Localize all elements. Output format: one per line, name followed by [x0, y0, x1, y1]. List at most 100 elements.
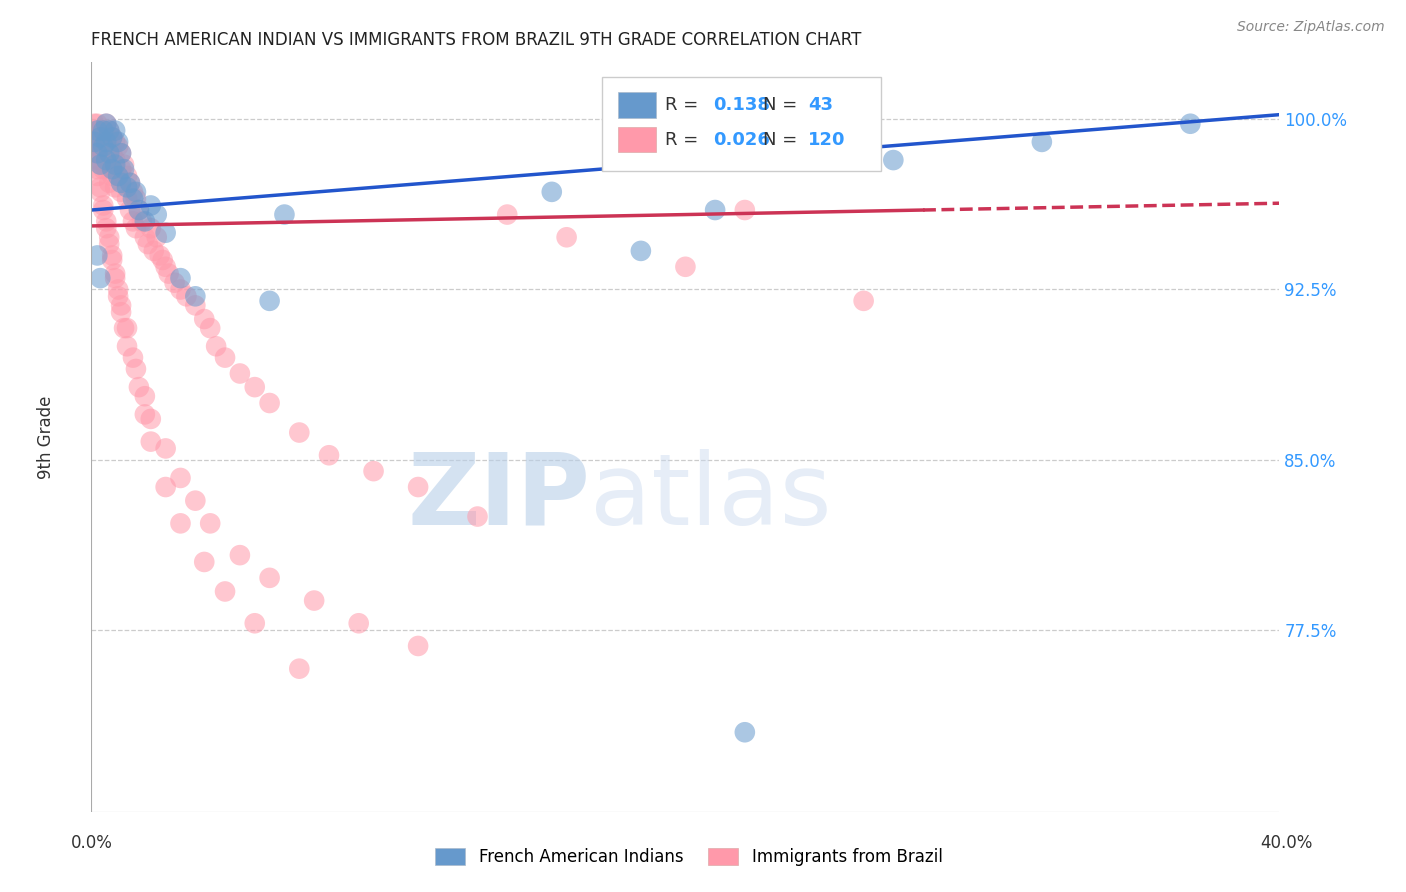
- Point: [302, 593, 325, 607]
- Point: [86, 146, 108, 161]
- Point: [101, 252, 124, 267]
- Point: [273, 208, 295, 222]
- Point: [86, 169, 108, 183]
- Point: [193, 312, 215, 326]
- Point: [115, 169, 138, 183]
- Point: [101, 130, 124, 145]
- Text: 43: 43: [808, 96, 832, 114]
- Point: [115, 180, 138, 194]
- Point: [259, 396, 281, 410]
- Point: [101, 162, 124, 177]
- Point: [112, 158, 135, 172]
- Point: [200, 516, 222, 531]
- Text: 120: 120: [808, 130, 845, 149]
- Text: 9th Grade: 9th Grade: [37, 395, 55, 479]
- Point: [89, 139, 111, 153]
- Point: [288, 425, 311, 440]
- Point: [118, 202, 141, 217]
- Point: [89, 153, 111, 167]
- Point: [318, 448, 340, 462]
- Point: [155, 226, 177, 240]
- Point: [89, 271, 111, 285]
- Text: atlas: atlas: [591, 449, 832, 546]
- Point: [155, 260, 177, 274]
- Point: [104, 135, 127, 149]
- Point: [122, 214, 145, 228]
- Point: [107, 169, 129, 183]
- Point: [406, 639, 429, 653]
- Point: [89, 185, 111, 199]
- Point: [145, 230, 167, 244]
- Point: [128, 380, 150, 394]
- Point: [125, 192, 148, 206]
- Point: [125, 185, 148, 199]
- Point: [110, 146, 132, 161]
- Point: [110, 162, 132, 177]
- Point: [91, 123, 114, 137]
- Point: [86, 162, 108, 177]
- Point: [555, 230, 578, 244]
- Point: [155, 480, 177, 494]
- Point: [104, 123, 127, 137]
- Point: [540, 185, 562, 199]
- Point: [101, 248, 124, 262]
- Point: [86, 123, 108, 137]
- Point: [91, 139, 114, 153]
- Point: [125, 362, 148, 376]
- Point: [288, 662, 311, 676]
- Point: [104, 271, 127, 285]
- Point: [169, 516, 191, 531]
- Point: [96, 162, 118, 177]
- Text: Source: ZipAtlas.com: Source: ZipAtlas.com: [1237, 20, 1385, 34]
- Point: [134, 389, 156, 403]
- Point: [91, 146, 114, 161]
- Point: [110, 298, 132, 312]
- Point: [184, 493, 207, 508]
- Point: [98, 176, 121, 190]
- Point: [83, 135, 105, 149]
- Point: [125, 221, 148, 235]
- Point: [200, 321, 222, 335]
- Point: [347, 616, 370, 631]
- Text: N =: N =: [762, 130, 803, 149]
- Point: [214, 351, 236, 365]
- Point: [176, 289, 198, 303]
- Point: [852, 293, 875, 308]
- Point: [86, 130, 108, 145]
- Point: [96, 221, 118, 235]
- Point: [98, 237, 121, 252]
- Point: [169, 471, 191, 485]
- Point: [139, 412, 162, 426]
- Point: [86, 153, 108, 167]
- Point: [169, 271, 191, 285]
- Point: [83, 135, 105, 149]
- Point: [112, 162, 135, 177]
- Point: [142, 244, 165, 258]
- Point: [89, 158, 111, 172]
- Point: [152, 252, 174, 267]
- Point: [110, 185, 132, 199]
- Point: [145, 208, 167, 222]
- Point: [149, 248, 172, 262]
- Point: [107, 283, 129, 297]
- Text: 0.138: 0.138: [713, 96, 769, 114]
- Point: [86, 139, 108, 153]
- Text: N =: N =: [762, 96, 803, 114]
- Point: [134, 214, 156, 228]
- Point: [91, 135, 114, 149]
- Legend: French American Indians, Immigrants from Brazil: French American Indians, Immigrants from…: [427, 840, 950, 875]
- Text: 0.026: 0.026: [713, 130, 769, 149]
- Point: [128, 202, 150, 217]
- Point: [98, 146, 121, 161]
- FancyBboxPatch shape: [617, 93, 655, 118]
- Point: [673, 260, 696, 274]
- Point: [115, 339, 138, 353]
- Point: [98, 139, 121, 153]
- Point: [139, 198, 162, 212]
- Point: [91, 162, 114, 177]
- Point: [134, 230, 156, 244]
- Point: [131, 214, 153, 228]
- Point: [96, 117, 118, 131]
- Point: [91, 202, 114, 217]
- Point: [107, 139, 129, 153]
